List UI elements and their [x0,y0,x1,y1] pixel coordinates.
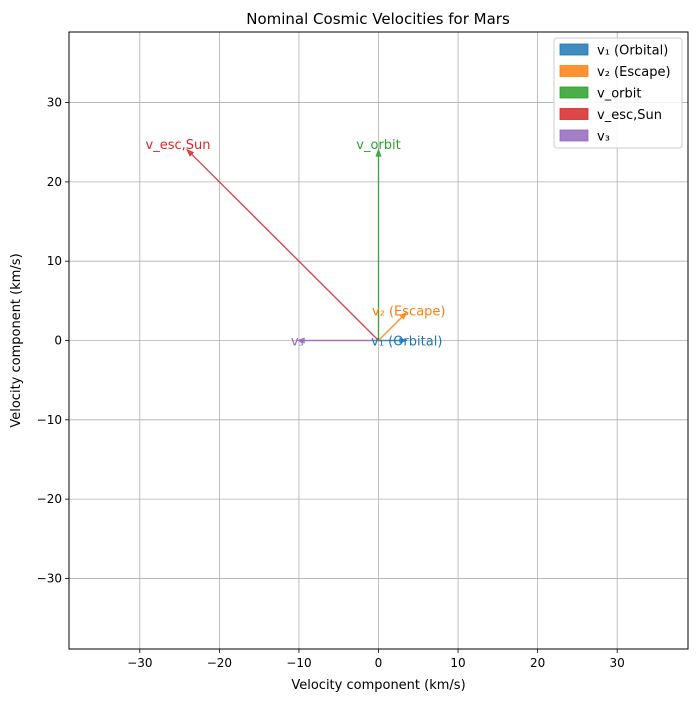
x-tick-label: −10 [286,656,311,670]
legend-swatch [559,65,589,77]
vector-label: v₃ [291,335,304,350]
x-tick-label: −20 [207,656,232,670]
vector-label: v_orbit [356,138,400,153]
y-tick-label: 0 [54,334,62,348]
legend-entry: v₂ (Escape) [597,65,671,80]
vector-arrowhead [399,337,408,344]
y-axis-label: Velocity component (km/s) [9,253,24,427]
vector-arrowhead [296,337,305,344]
x-tick-label: 20 [530,656,545,670]
x-tick-label: −30 [127,656,152,670]
vector-shaft [378,316,403,341]
y-tick-label: 30 [47,96,62,110]
vector-label: v₁ (Orbital) [371,335,442,350]
legend-entry: v_orbit [597,87,641,102]
legend-entry: v₃ [597,130,610,145]
x-tick-label: 0 [375,656,383,670]
vector-arrowhead [186,148,195,157]
y-tick-label: −10 [37,413,62,427]
vector-labels: v₁ (Orbital) v₂ (Escape) v_orbit v_esc,Sunv… [146,138,446,350]
vector-arrowhead [375,148,382,157]
vector-label: v₂ (Escape) [372,304,446,319]
legend-swatch [559,108,589,120]
vectors [186,148,408,344]
x-axis-label: Velocity component (km/s) [291,678,465,693]
vector-shaft [191,153,379,341]
ticks: −30 −20 −10 0 10 20 30 −30 −20 −10 0 10 20 30 [37,96,625,670]
chart-title: Nominal Cosmic Velocities for Mars [246,10,510,28]
x-tick-label: 10 [450,656,465,670]
legend-swatch [559,43,589,56]
y-tick-label: −20 [37,492,62,506]
legend: v₁ (Orbital) v₂ (Escape) v_orbit v_esc,Sunv… [553,37,683,149]
legend-entry: v₁ (Orbital) [597,44,668,59]
y-tick-label: 20 [47,175,62,189]
vector-arrowhead [399,311,408,320]
legend-swatch [559,86,589,99]
legend-swatch [559,129,589,142]
legend-entry: v_esc,Sun [597,108,662,123]
x-tick-label: 30 [610,656,625,670]
vector-label: v_esc,Sun [146,138,211,153]
y-tick-label: −30 [37,571,62,585]
y-tick-label: 10 [47,254,62,268]
